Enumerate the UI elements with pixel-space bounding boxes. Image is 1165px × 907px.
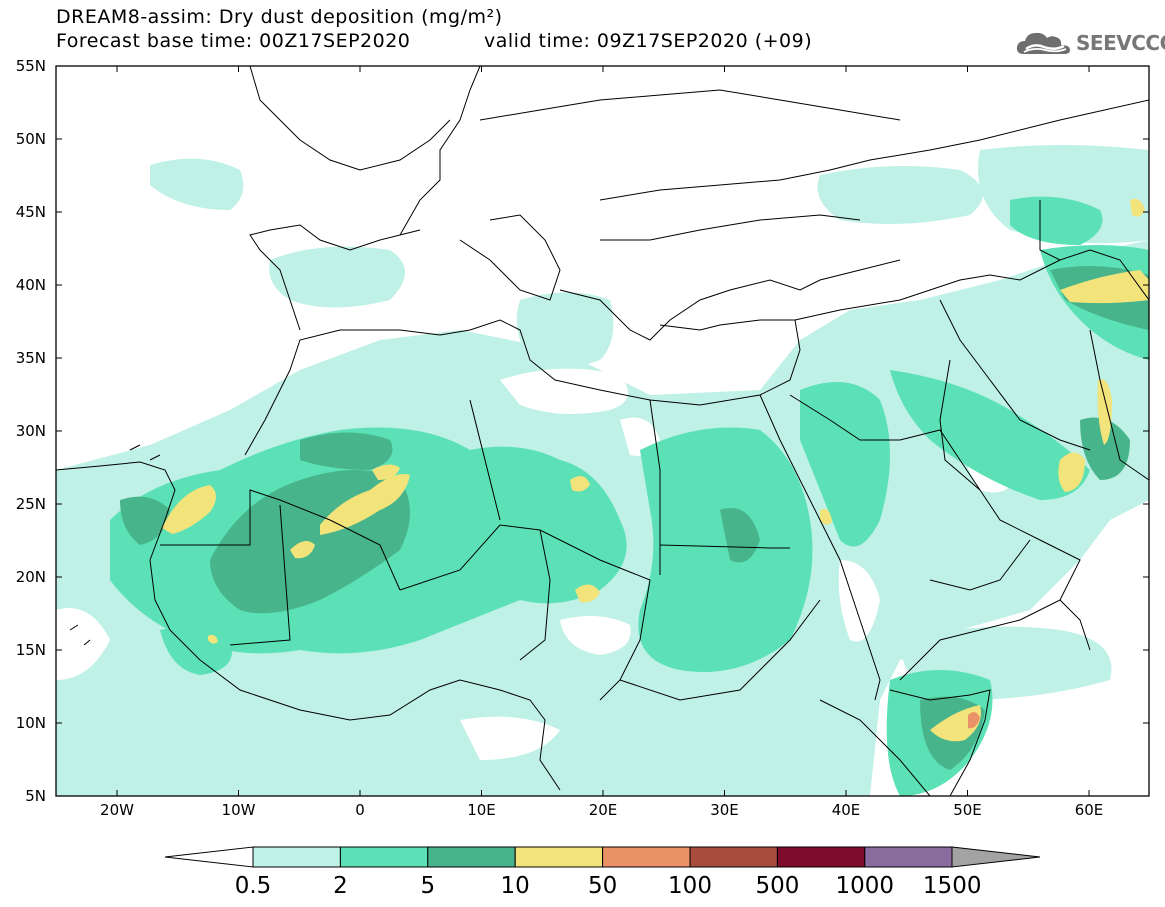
colorbar-label: 500	[755, 873, 799, 899]
lat-label: 20N	[16, 568, 46, 586]
colorbar-label: 2	[333, 873, 348, 899]
lon-label: 10E	[467, 801, 496, 819]
colorbar-label: 1500	[923, 873, 982, 899]
colorbar-swatch	[427, 846, 516, 868]
lat-label: 15N	[16, 641, 46, 659]
lat-label: 30N	[16, 422, 46, 440]
colorbar: 0.5 2 5 10 50 100 500 1000 1500	[164, 846, 1041, 899]
colorbar-label: 100	[668, 873, 712, 899]
lat-label: 35N	[16, 349, 46, 367]
map-title: DREAM8-assim: Dry dust deposition (mg/m²…	[56, 6, 503, 28]
colorbar-low-arrow	[164, 846, 254, 868]
colorbar-swatch	[602, 846, 691, 868]
lat-label: 55N	[16, 57, 46, 75]
lat-label: 45N	[16, 203, 46, 221]
longitude-labels: 20W 10W 0 10E 20E 30E 40E 50E 60E	[100, 801, 1103, 819]
lat-label: 50N	[16, 130, 46, 148]
lon-label: 10W	[222, 801, 256, 819]
coastlines-and-borders	[56, 66, 1149, 796]
lat-label: 5N	[25, 787, 46, 805]
colorbar-swatch	[252, 846, 341, 868]
lon-label: 0	[355, 801, 365, 819]
valid-time: valid time: 09Z17SEP2020 (+09)	[484, 30, 813, 52]
colorbar-swatch	[689, 846, 778, 868]
colorbar-label: 50	[588, 873, 617, 899]
colorbar-label: 1000	[836, 873, 895, 899]
forecast-base-time: Forecast base time: 00Z17SEP2020	[56, 30, 411, 52]
colorbar-label: 10	[501, 873, 530, 899]
lat-label: 10N	[16, 714, 46, 732]
cloud-icon	[1016, 32, 1070, 54]
colorbar-label: 0.5	[235, 873, 272, 899]
latitude-labels: 55N 50N 45N 40N 35N 30N 25N 20N 15N 10N 5N	[16, 57, 46, 805]
lat-label: 25N	[16, 495, 46, 513]
lon-label: 20W	[100, 801, 134, 819]
lat-label: 40N	[16, 276, 46, 294]
colorbar-high-arrow	[951, 846, 1041, 868]
dust-fields	[56, 145, 1149, 796]
lon-label: 20E	[589, 801, 618, 819]
colorbar-swatch	[339, 846, 429, 868]
lon-label: 50E	[953, 801, 982, 819]
lon-label: 30E	[710, 801, 739, 819]
seevccc-logo: SEEVCCC	[1016, 26, 1165, 60]
logo-text: SEEVCCC	[1076, 31, 1165, 55]
lon-label: 60E	[1075, 801, 1104, 819]
colorbar-swatch	[776, 846, 866, 868]
colorbar-swatch	[864, 846, 953, 868]
lon-label: 40E	[832, 801, 861, 819]
colorbar-swatch	[514, 846, 604, 868]
colorbar-label: 5	[420, 873, 435, 899]
